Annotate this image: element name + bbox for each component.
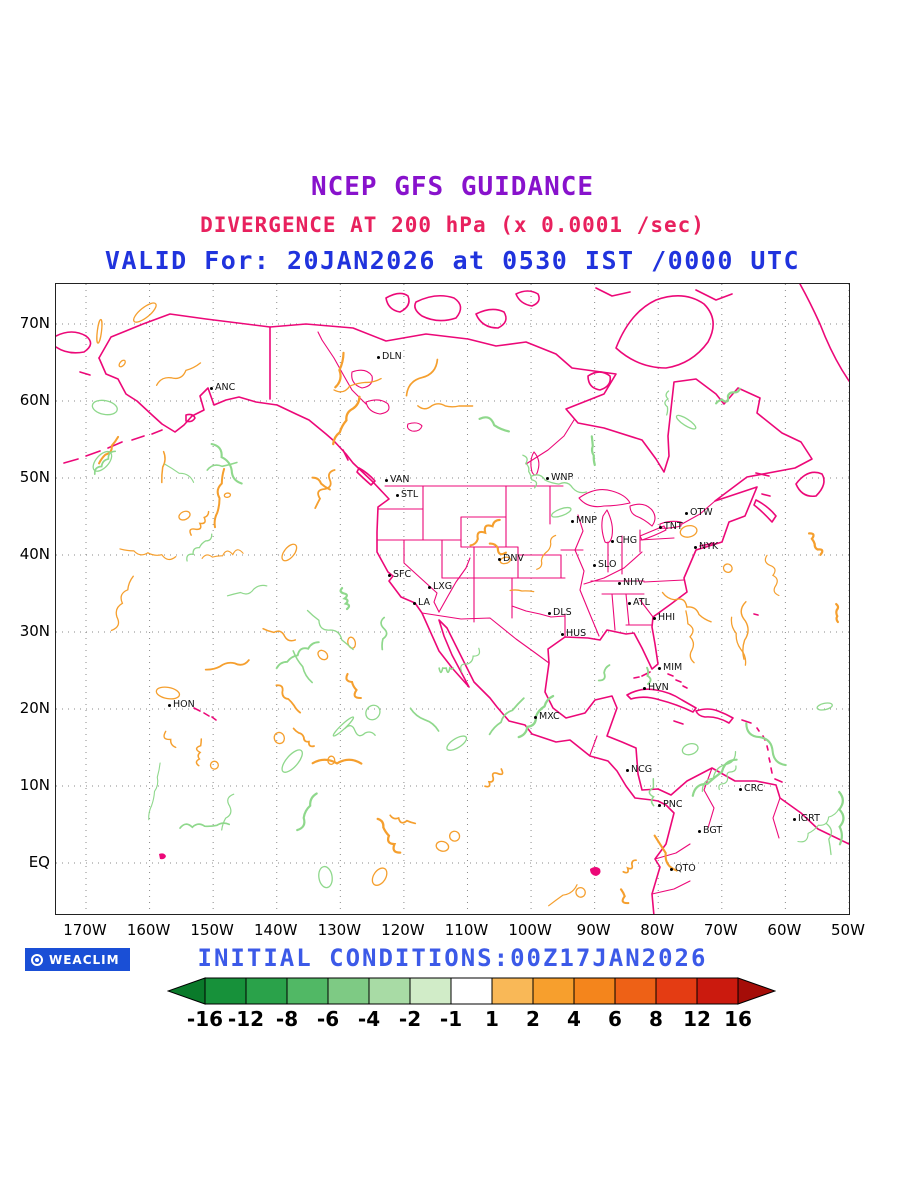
colorbar-tick-label: -12 <box>227 1007 265 1031</box>
lat-tick-label: EQ <box>28 853 50 871</box>
lon-tick-label: 90W <box>576 921 611 939</box>
chukotka-coast <box>56 331 92 354</box>
islands-layer <box>63 287 825 876</box>
lon-tick-label: 70W <box>703 921 738 939</box>
lat-tick-label: 30N <box>19 622 50 640</box>
lon-tick-label: 50W <box>830 921 865 939</box>
weaclim-badge: WEACLIM <box>25 948 130 971</box>
colorbar-tick-label: 16 <box>724 1007 752 1031</box>
lon-tick-label: 100W <box>508 921 552 939</box>
colorbar-tick-label: -6 <box>316 1007 340 1031</box>
valid-time-line: VALID For: 20JAN2026 at 0530 IST /0000 U… <box>104 246 801 275</box>
lat-tick-label: 40N <box>19 545 50 563</box>
colorbar-tick-label: -8 <box>275 1007 299 1031</box>
colorbar-tick-label: 8 <box>649 1007 663 1031</box>
lon-tick-label: 150W <box>190 921 234 939</box>
colorbar <box>166 977 777 1009</box>
colorbar-tick-label: 1 <box>485 1007 499 1031</box>
colorbar-tick-label: -4 <box>357 1007 381 1031</box>
colorbar-tick-label: 4 <box>567 1007 581 1031</box>
borders-layer <box>376 485 781 895</box>
lat-tick-label: 60N <box>19 391 50 409</box>
chart-subtitle: DIVERGENCE AT 200 hPa (x 0.0001 /sec) <box>200 213 705 237</box>
initial-conditions-line: INITIAL CONDITIONS:00Z17JAN2026 <box>197 944 708 972</box>
colorbar-tick-label: -2 <box>398 1007 422 1031</box>
divergence-contours-layer <box>91 302 845 907</box>
lon-tick-label: 130W <box>317 921 362 939</box>
lat-tick-label: 20N <box>19 699 50 717</box>
colorbar-tick-label: -1 <box>439 1007 463 1031</box>
greenland-coast <box>799 284 849 382</box>
colorbar-tick-label: 12 <box>683 1007 711 1031</box>
colorbar-tick-label: 6 <box>608 1007 622 1031</box>
colorbar-canvas <box>166 977 777 1005</box>
lon-tick-label: 160W <box>126 921 171 939</box>
lon-tick-label: 60W <box>767 921 802 939</box>
lat-tick-label: 10N <box>19 776 50 794</box>
lon-tick-label: 170W <box>63 921 107 939</box>
lon-tick-label: 110W <box>444 921 489 939</box>
lat-tick-label: 50N <box>19 468 50 486</box>
chart-title: NCEP GFS GUIDANCE <box>310 172 595 202</box>
weaclim-label: WEACLIM <box>49 952 120 967</box>
lon-tick-label: 120W <box>381 921 425 939</box>
arctic-atlantic-coastline <box>98 313 849 845</box>
colorbar-tick-label: 2 <box>526 1007 540 1031</box>
lon-tick-label: 140W <box>254 921 298 939</box>
colorbar-tick-label: -16 <box>186 1007 224 1031</box>
weaclim-logo-icon <box>31 953 43 966</box>
lat-tick-label: 70N <box>19 314 50 332</box>
map-canvas <box>56 284 849 914</box>
map-area: ANC DLN VAN STL WNP MNP CHG OTW TNT NYK SLO DNV SFC L… <box>55 283 850 915</box>
lon-tick-label: 80W <box>640 921 675 939</box>
rivers-lakes-layer <box>317 331 716 637</box>
